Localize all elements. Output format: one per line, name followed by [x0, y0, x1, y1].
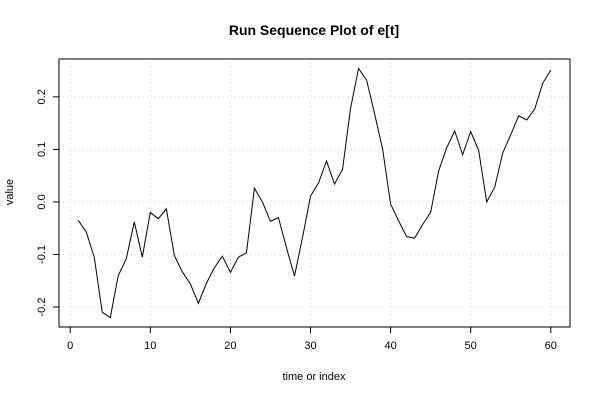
x-tick-label: 40 [384, 340, 396, 352]
x-tick-label: 10 [144, 340, 156, 352]
x-tick-label: 60 [545, 340, 557, 352]
y-tick-label: -0.1 [36, 245, 48, 264]
x-axis: 0 10 20 30 40 50 60 [67, 326, 557, 352]
chart-title: Run Sequence Plot of e[t] [229, 22, 399, 38]
series-line [77, 67, 552, 319]
y-tick-label: 0.1 [36, 142, 48, 157]
x-tick-label: 20 [224, 340, 236, 352]
y-tick-label: 0.2 [36, 89, 48, 104]
data-series [77, 67, 552, 319]
grid-lines [59, 59, 570, 327]
y-axis-label: value [4, 179, 16, 205]
x-axis-label: time or index [283, 371, 346, 383]
y-tick-label: -0.2 [36, 298, 48, 317]
x-tick-label: 50 [465, 340, 477, 352]
y-axis: -0.2 -0.1 0.0 0.1 0.2 [36, 89, 60, 317]
plot-frame [58, 58, 571, 328]
x-tick-label: 0 [67, 340, 73, 352]
y-tick-label: 0.0 [36, 194, 48, 209]
x-tick-label: 30 [304, 340, 316, 352]
